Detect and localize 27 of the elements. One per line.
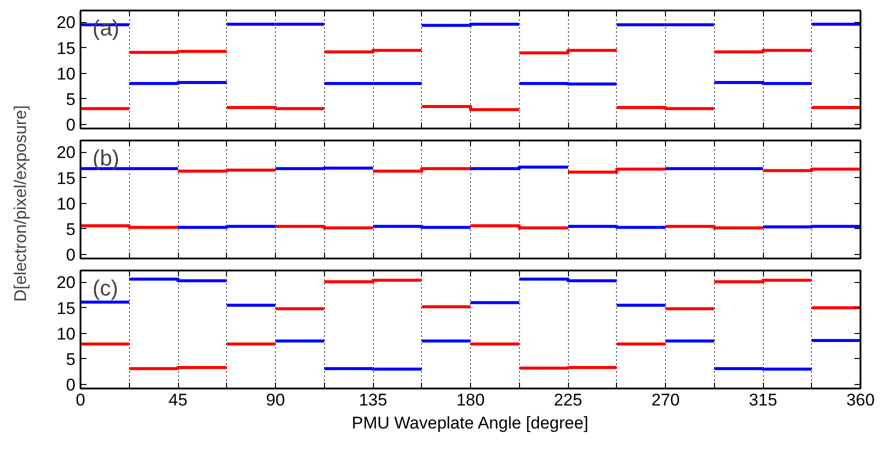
x-tick-label: 135 bbox=[358, 390, 388, 410]
y-tick-label: 5 bbox=[66, 220, 76, 239]
y-tick-label: 10 bbox=[56, 324, 76, 344]
y-tick-label: 0 bbox=[66, 115, 76, 134]
y-tick-label: 20 bbox=[56, 273, 76, 292]
x-tick-label: 360 bbox=[846, 390, 875, 410]
y-tick-label: 10 bbox=[56, 194, 76, 214]
y-tick-label: 15 bbox=[56, 38, 76, 58]
y-tick-label: 5 bbox=[66, 90, 76, 109]
y-tick-label: 15 bbox=[56, 298, 76, 318]
x-tick-label: 180 bbox=[456, 390, 485, 410]
y-tick-label: 5 bbox=[66, 350, 76, 369]
x-tick-label: 270 bbox=[651, 390, 680, 410]
x-tick-label: 225 bbox=[554, 390, 582, 410]
x-tick-label: 90 bbox=[266, 390, 285, 410]
x-axis-title: PMU Waveplate Angle [degree] bbox=[352, 414, 588, 432]
annotation: (c) bbox=[92, 276, 118, 300]
annotation: (b) bbox=[92, 146, 120, 170]
x-tick-label: 45 bbox=[168, 390, 188, 410]
y-tick-label: 15 bbox=[56, 168, 76, 188]
y-axis-title: D[electron/pixel/exposure] bbox=[11, 105, 30, 302]
y-tick-label: 20 bbox=[56, 143, 76, 162]
x-tick-label: 315 bbox=[748, 390, 778, 410]
y-tick-label: 0 bbox=[66, 375, 76, 394]
y-tick-label: 10 bbox=[56, 64, 76, 84]
y-tick-label: 0 bbox=[66, 245, 76, 264]
y-tick-label: 20 bbox=[56, 13, 76, 32]
